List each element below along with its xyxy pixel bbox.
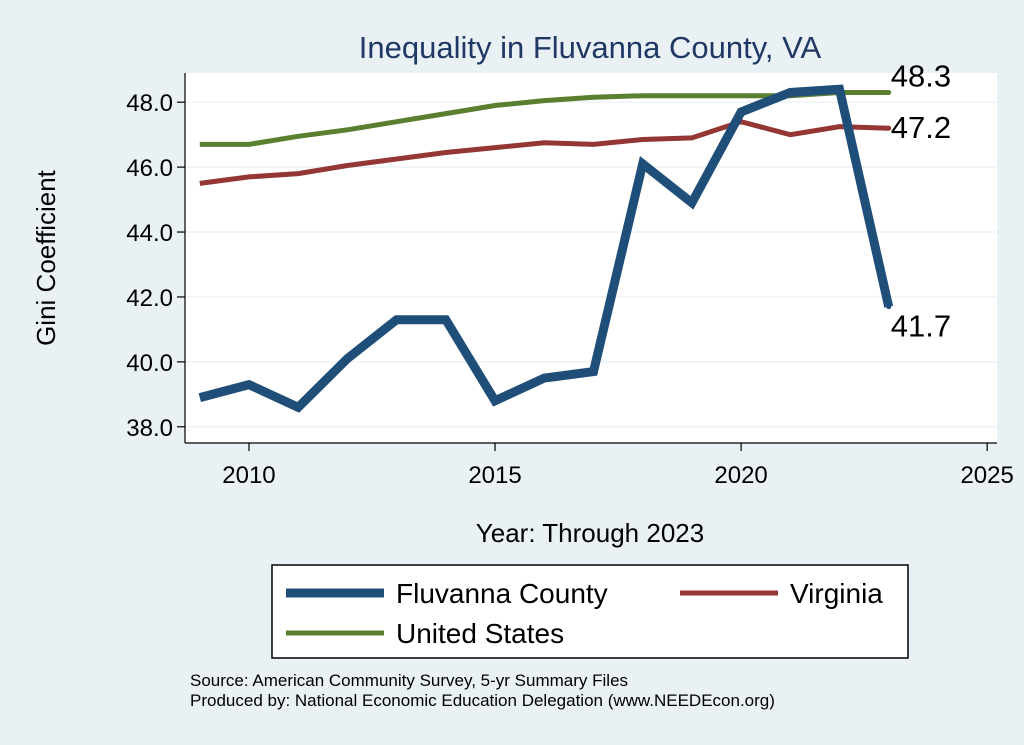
end-labels: 41.7 47.2 48.3 bbox=[886, 58, 951, 344]
series-group bbox=[198, 84, 894, 413]
legend-label: Fluvanna County bbox=[396, 578, 608, 609]
end-value-label: 47.2 bbox=[891, 110, 951, 145]
y-tick-label: 38.0 bbox=[126, 415, 173, 442]
series-line-fluvanna-county bbox=[198, 84, 894, 413]
series-line-virginia bbox=[199, 119, 889, 186]
source-note: Source: American Community Survey, 5-yr … bbox=[190, 671, 628, 690]
y-axis-title: Gini Coefficient bbox=[31, 169, 61, 346]
legend-box bbox=[271, 564, 909, 659]
y-tick-label: 40.0 bbox=[126, 350, 173, 377]
x-tick-label: 2025 bbox=[960, 462, 1013, 489]
x-tick-label: 2020 bbox=[714, 462, 767, 489]
x-axis-title: Year: Through 2023 bbox=[476, 518, 704, 548]
y-tick-label: 46.0 bbox=[126, 155, 173, 182]
y-tick-label: 42.0 bbox=[126, 285, 173, 312]
producer-note: Produced by: National Economic Education… bbox=[190, 691, 775, 710]
x-tick-label: 2010 bbox=[222, 462, 275, 489]
end-point bbox=[886, 125, 892, 131]
grid-lines bbox=[185, 101, 997, 428]
legend: Fluvanna County Virginia United States bbox=[286, 578, 883, 649]
end-value-label: 41.7 bbox=[891, 309, 951, 344]
legend-label: Virginia bbox=[790, 578, 883, 609]
y-tick-label: 44.0 bbox=[126, 220, 173, 247]
end-value-label: 48.3 bbox=[891, 58, 951, 93]
end-point bbox=[886, 89, 892, 95]
axes: 38.0 40.0 42.0 44.0 46.0 48.0 2010 2015 2020 2025 bbox=[126, 73, 1014, 489]
end-point bbox=[886, 304, 892, 310]
legend-label: United States bbox=[396, 618, 564, 649]
x-tick-label: 2015 bbox=[468, 462, 521, 489]
chart-title: Inequality in Fluvanna County, VA bbox=[359, 30, 822, 65]
y-tick-label: 48.0 bbox=[126, 90, 173, 117]
